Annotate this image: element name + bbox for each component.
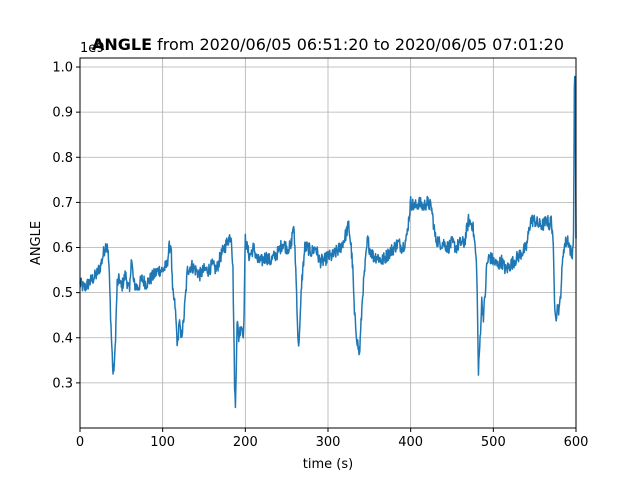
chart-title: ANGLE from 2020/06/05 06:51:20 to 2020/0… <box>92 35 564 54</box>
y-tick-label: 0.5 <box>52 286 73 301</box>
y-offset-label: 1e9 <box>80 41 105 56</box>
y-tick-label: 0.8 <box>52 151 73 166</box>
grid-layer <box>79 58 577 428</box>
chart-title-bold: ANGLE <box>92 35 152 54</box>
x-tick-label: 600 <box>564 435 589 450</box>
x-tick-label: 0 <box>76 435 84 450</box>
y-tick-label: 0.3 <box>52 376 73 391</box>
x-tick-label: 400 <box>398 435 423 450</box>
x-axis-title: time (s) <box>303 457 353 472</box>
y-tick-label: 0.6 <box>52 241 73 256</box>
angle-series-line <box>79 75 577 409</box>
y-axis-title: ANGLE <box>29 221 44 265</box>
ticks-layer: 0 100 200 300 400 500 600 0.3 0.4 0.5 0.6 0.7 0.8 0.9… <box>52 61 588 450</box>
x-tick-label: 500 <box>481 435 506 450</box>
x-tick-label: 100 <box>150 435 175 450</box>
x-tick-label: 300 <box>316 435 341 450</box>
chart-title-rest: from 2020/06/05 06:51:20 to 2020/06/05 0… <box>152 35 564 54</box>
series-layer <box>79 75 577 409</box>
y-tick-label: 0.4 <box>52 331 73 346</box>
x-tick-label: 200 <box>233 435 258 450</box>
y-tick-label: 0.7 <box>52 196 73 211</box>
y-tick-label: 1.0 <box>52 61 73 76</box>
y-tick-label: 0.9 <box>52 106 73 121</box>
